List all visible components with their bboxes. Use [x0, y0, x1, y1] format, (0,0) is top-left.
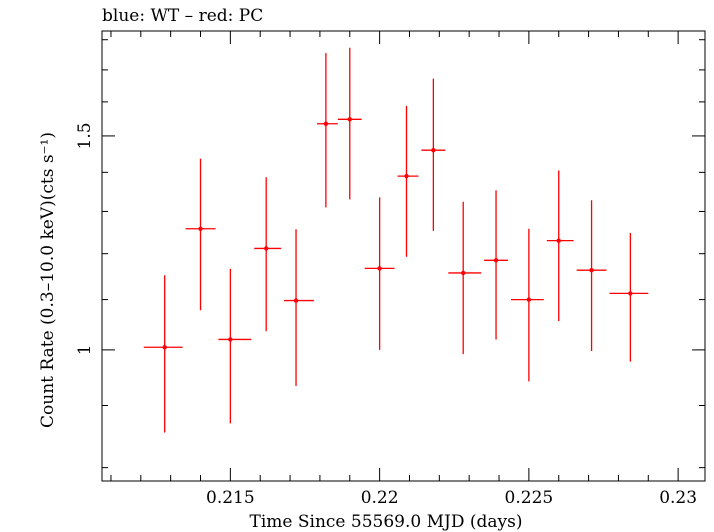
- data-point: [510, 228, 544, 382]
- y-tick-label: 1.5: [75, 122, 95, 149]
- chart-title: blue: WT – red: PC: [102, 6, 263, 26]
- data-point: [546, 170, 574, 322]
- x-tick-label: 0.23: [659, 488, 697, 508]
- point-marker: [526, 297, 532, 302]
- y-tick-label: 1: [75, 344, 95, 355]
- data-point: [185, 158, 216, 311]
- point-marker: [347, 117, 352, 122]
- data-point: [397, 105, 419, 257]
- y-axis-label: Count Rate (0.3–10.0 keV)(cts s⁻¹): [38, 132, 58, 428]
- data-point: [143, 275, 183, 433]
- axis-tick-labels: 0.215 0.22 0.225 0.23 1 1.5: [75, 122, 697, 508]
- x-tick-label: 0.22: [361, 488, 399, 508]
- point-marker: [377, 266, 382, 271]
- point-marker: [431, 147, 436, 153]
- point-marker: [589, 268, 594, 273]
- data-point: [254, 177, 282, 332]
- data-point: [337, 47, 362, 200]
- data-point: [576, 200, 607, 351]
- point-marker: [493, 258, 499, 263]
- data-point: [218, 268, 252, 424]
- x-axis-label: Time Since 55569.0 MJD (days): [250, 512, 523, 532]
- point-marker: [228, 337, 233, 342]
- x-tick-label: 0.215: [206, 488, 255, 508]
- x-tick-label: 0.225: [505, 488, 554, 508]
- data-point: [609, 232, 649, 362]
- point-marker: [323, 121, 329, 126]
- point-marker: [198, 226, 203, 231]
- data-point: [484, 190, 508, 340]
- point-marker: [556, 238, 561, 243]
- point-marker: [263, 246, 269, 251]
- data-point: [364, 197, 395, 350]
- plot-frame: [101, 30, 706, 482]
- point-marker: [404, 173, 409, 179]
- axis-ticks: [102, 31, 705, 481]
- data-point: [284, 229, 314, 386]
- point-marker: [293, 298, 299, 303]
- data-point: [316, 53, 338, 208]
- data-points: [143, 47, 649, 433]
- point-marker: [461, 270, 466, 276]
- point-marker: [162, 345, 167, 350]
- point-marker: [628, 291, 633, 296]
- data-point: [448, 201, 482, 355]
- data-point: [421, 78, 446, 231]
